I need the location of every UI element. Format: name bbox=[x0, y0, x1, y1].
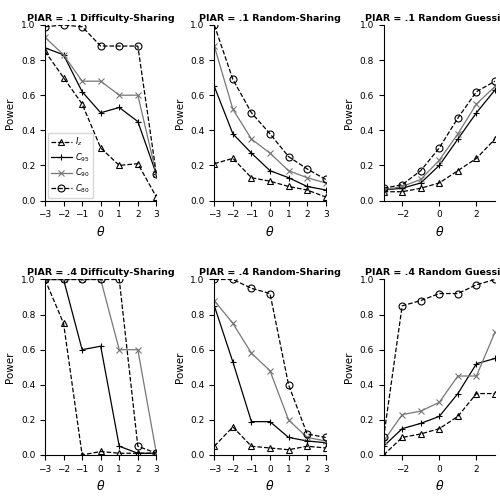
$I_z$ bbox=[154, 194, 160, 200]
Y-axis label: Power: Power bbox=[6, 97, 16, 128]
Line: $I_z$: $I_z$ bbox=[42, 48, 160, 200]
$C_{90}$ bbox=[60, 52, 66, 58]
$C_{95}$ bbox=[42, 45, 48, 51]
$C_{90}$ bbox=[116, 92, 122, 98]
Line: $C_{90}$: $C_{90}$ bbox=[42, 34, 160, 178]
Y-axis label: Power: Power bbox=[174, 97, 184, 128]
$C_{90}$ bbox=[154, 171, 160, 177]
$C_{90}$ bbox=[42, 34, 48, 40]
X-axis label: $\theta$: $\theta$ bbox=[434, 225, 444, 239]
Title: PIAR = .4 Random Guessing: PIAR = .4 Random Guessing bbox=[365, 268, 500, 278]
$C_{95}$ bbox=[135, 118, 141, 124]
$C_{95}$ bbox=[79, 88, 85, 94]
$C_{90}$ bbox=[98, 78, 103, 84]
$C_{80}$ bbox=[135, 43, 141, 49]
Title: PIAR = .4 Difficulty-Sharing: PIAR = .4 Difficulty-Sharing bbox=[27, 268, 174, 278]
X-axis label: $\theta$: $\theta$ bbox=[96, 225, 106, 239]
Title: PIAR = .1 Random Guessing: PIAR = .1 Random Guessing bbox=[365, 14, 500, 23]
Y-axis label: Power: Power bbox=[174, 352, 184, 383]
$I_z$ bbox=[79, 101, 85, 107]
$C_{80}$ bbox=[116, 43, 122, 49]
$I_z$ bbox=[116, 162, 122, 168]
$I_z$ bbox=[98, 145, 103, 151]
$C_{80}$ bbox=[60, 22, 66, 28]
Title: PIAR = .1 Difficulty-Sharing: PIAR = .1 Difficulty-Sharing bbox=[27, 14, 174, 23]
$I_z$ bbox=[135, 160, 141, 166]
X-axis label: $\theta$: $\theta$ bbox=[434, 480, 444, 494]
$C_{80}$ bbox=[42, 24, 48, 30]
X-axis label: $\theta$: $\theta$ bbox=[266, 480, 274, 494]
$I_z$ bbox=[42, 48, 48, 54]
Y-axis label: Power: Power bbox=[344, 97, 354, 128]
Line: $C_{95}$: $C_{95}$ bbox=[42, 44, 160, 178]
$C_{80}$ bbox=[98, 43, 103, 49]
$C_{95}$ bbox=[98, 110, 103, 116]
$C_{95}$ bbox=[60, 52, 66, 58]
Legend: $I_z$, $C_{95}$, $C_{90}$, $C_{80}$: $I_z$, $C_{95}$, $C_{90}$, $C_{80}$ bbox=[48, 132, 93, 198]
Title: PIAR = .4 Random-Sharing: PIAR = .4 Random-Sharing bbox=[199, 268, 341, 278]
$C_{95}$ bbox=[154, 171, 160, 177]
Title: PIAR = .1 Random-Sharing: PIAR = .1 Random-Sharing bbox=[199, 14, 341, 23]
$C_{90}$ bbox=[79, 78, 85, 84]
X-axis label: $\theta$: $\theta$ bbox=[96, 480, 106, 494]
$C_{80}$ bbox=[154, 171, 160, 177]
$C_{95}$ bbox=[116, 104, 122, 110]
Y-axis label: Power: Power bbox=[344, 352, 354, 383]
Line: $C_{80}$: $C_{80}$ bbox=[42, 22, 160, 178]
X-axis label: $\theta$: $\theta$ bbox=[266, 225, 274, 239]
$C_{80}$ bbox=[79, 24, 85, 30]
$I_z$ bbox=[60, 74, 66, 80]
$C_{90}$ bbox=[135, 92, 141, 98]
Y-axis label: Power: Power bbox=[6, 352, 16, 383]
